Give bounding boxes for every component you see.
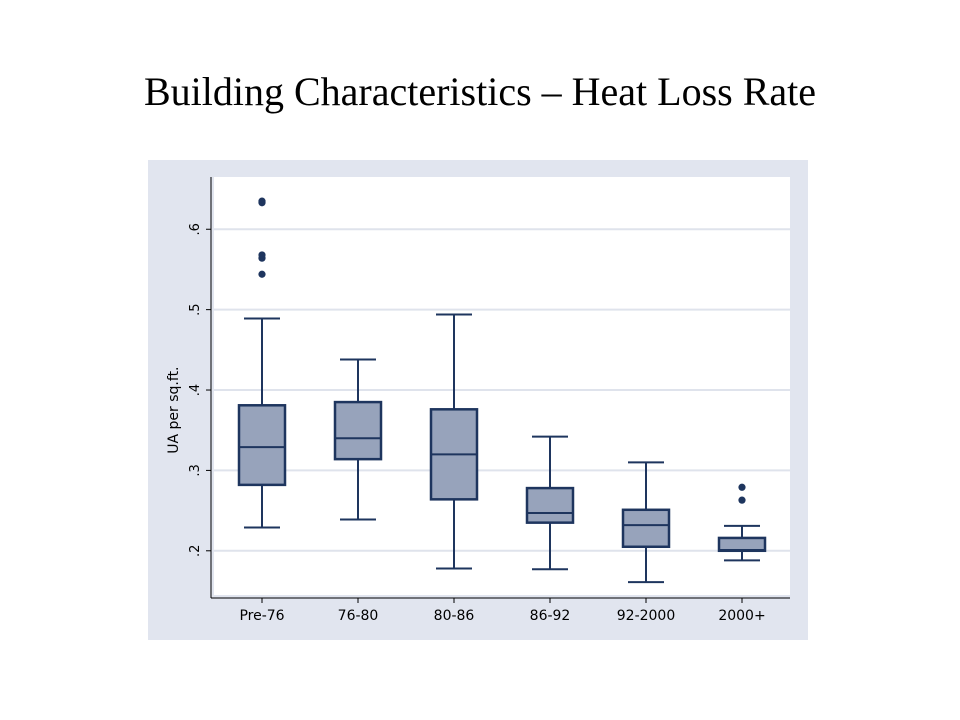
iqr-box [525,486,575,524]
iqr-box [717,536,767,553]
iqr-box [333,400,383,461]
x-tick-label: 2000+ [718,608,765,624]
x-tick-label: 80-86 [434,608,475,624]
chart-canvas: .2 .3 .4 .5 .6 Pre-76 76-80 80-86 86-92 92-2000 20… [148,160,808,640]
x-tick-label: 92-2000 [617,608,676,624]
y-tick-label: .4 [188,384,203,396]
axes: .2 .3 .4 .5 .6 Pre-76 76-80 80-86 86-92 92-2000 20… [188,177,790,624]
gridlines [214,228,790,552]
iqr-box [237,404,287,487]
slide-title: Building Characteristics – Heat Loss Rat… [143,69,817,114]
boxes [237,197,767,584]
outlier-point [258,270,266,278]
outlier-point [258,251,266,259]
y-tick-label: .3 [188,464,203,476]
box-plot-chart: .2 .3 .4 .5 .6 Pre-76 76-80 80-86 86-92 92-2000 20… [148,160,808,640]
x-tick-label: Pre-76 [239,608,284,624]
plot-area [214,177,790,595]
y-axis-label: UA per sq.ft. [166,366,182,453]
x-tick-label: 86-92 [530,608,571,624]
iqr-box [621,508,671,549]
outlier-point [738,496,746,504]
y-tick-label: .6 [188,223,203,235]
outlier-point [738,483,746,491]
y-tick-label: .2 [188,545,203,557]
outlier-point [258,197,266,205]
y-tick-label: .5 [188,303,203,315]
x-tick-label: 76-80 [338,608,379,624]
